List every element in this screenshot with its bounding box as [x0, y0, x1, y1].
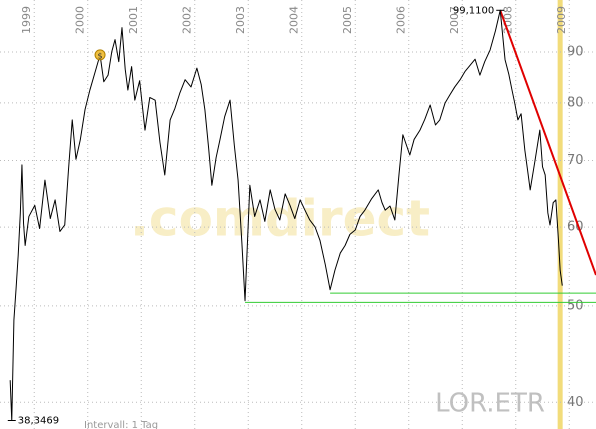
x-tick-label: 2002 — [181, 6, 194, 34]
symbol-label: LOR.ETR — [435, 389, 545, 419]
x-tick-label: 2001 — [127, 6, 140, 34]
x-tick-label: 2003 — [234, 6, 247, 34]
current-date-band — [557, 0, 563, 429]
y-tick-label: 70 — [567, 153, 584, 168]
y-tick-label: 90 — [567, 44, 584, 59]
x-tick-label: 2000 — [74, 6, 87, 34]
x-tick-label: 2009 — [555, 6, 568, 34]
y-tick-label: 80 — [567, 95, 584, 110]
annotation-label: 99,1100 — [453, 5, 494, 16]
x-tick-label: 2005 — [341, 6, 354, 34]
price-line — [9, 9, 563, 421]
y-tick-label: 40 — [567, 395, 584, 410]
footer-text: Intervall: 1 Tag — [84, 420, 158, 429]
x-tick-label: 1999 — [20, 6, 33, 34]
x-tick-label: 2007 — [448, 6, 461, 34]
x-tick-label: 2004 — [288, 6, 301, 34]
y-tick-label: 50 — [567, 298, 584, 313]
x-tick-label: 2008 — [502, 6, 515, 34]
dividend-marker-label: $ — [97, 51, 102, 60]
trend-line — [499, 9, 596, 276]
dividend-marker — [94, 49, 106, 61]
annotation-label: 38,3469 — [18, 416, 59, 427]
x-tick-label: 2006 — [395, 6, 408, 34]
